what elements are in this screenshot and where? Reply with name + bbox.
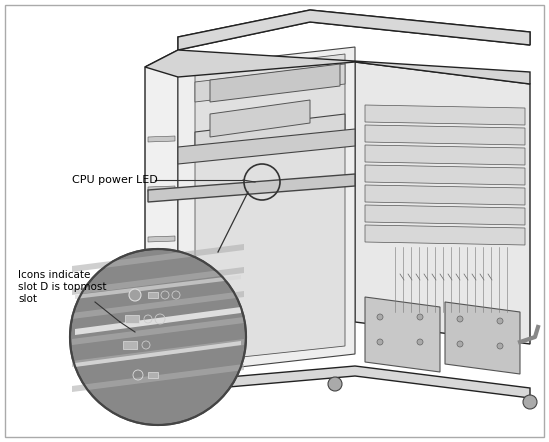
- Polygon shape: [355, 62, 530, 344]
- Circle shape: [377, 339, 383, 345]
- Bar: [125, 315, 139, 323]
- Polygon shape: [148, 136, 175, 142]
- Polygon shape: [178, 47, 355, 374]
- Circle shape: [457, 341, 463, 347]
- Circle shape: [377, 314, 383, 320]
- Polygon shape: [445, 302, 520, 374]
- Circle shape: [497, 318, 503, 324]
- Polygon shape: [75, 307, 241, 335]
- Polygon shape: [365, 297, 440, 372]
- Polygon shape: [365, 185, 525, 205]
- Polygon shape: [148, 236, 175, 242]
- Polygon shape: [72, 291, 244, 319]
- Polygon shape: [365, 145, 525, 165]
- Polygon shape: [365, 205, 525, 225]
- Circle shape: [497, 343, 503, 349]
- Text: Icons indicate
slot D is topmost
slot: Icons indicate slot D is topmost slot: [18, 270, 107, 305]
- Circle shape: [158, 393, 172, 407]
- Polygon shape: [178, 10, 530, 50]
- Polygon shape: [195, 54, 345, 362]
- Polygon shape: [72, 364, 244, 392]
- Polygon shape: [148, 366, 530, 398]
- Bar: [148, 292, 158, 298]
- Circle shape: [457, 316, 463, 322]
- Polygon shape: [145, 50, 178, 390]
- Circle shape: [129, 289, 141, 301]
- Circle shape: [328, 377, 342, 391]
- Polygon shape: [195, 114, 345, 157]
- Polygon shape: [178, 129, 355, 164]
- Circle shape: [523, 395, 537, 409]
- Polygon shape: [75, 341, 241, 367]
- Polygon shape: [72, 339, 244, 367]
- Polygon shape: [178, 10, 530, 50]
- Bar: [123, 341, 137, 349]
- Polygon shape: [148, 186, 175, 192]
- Polygon shape: [145, 50, 530, 84]
- Polygon shape: [195, 64, 345, 102]
- Bar: [148, 372, 158, 378]
- Polygon shape: [365, 225, 525, 245]
- Polygon shape: [72, 244, 244, 272]
- Text: CPU power LED: CPU power LED: [72, 175, 158, 185]
- Circle shape: [188, 393, 202, 407]
- Polygon shape: [72, 317, 244, 345]
- Polygon shape: [148, 286, 175, 292]
- Polygon shape: [365, 105, 525, 125]
- Polygon shape: [210, 100, 310, 137]
- Polygon shape: [72, 267, 244, 295]
- Polygon shape: [210, 64, 340, 102]
- Circle shape: [70, 249, 246, 425]
- Polygon shape: [365, 165, 525, 185]
- Circle shape: [417, 314, 423, 320]
- Polygon shape: [148, 174, 355, 202]
- Polygon shape: [365, 125, 525, 145]
- Polygon shape: [75, 275, 241, 299]
- Circle shape: [417, 339, 423, 345]
